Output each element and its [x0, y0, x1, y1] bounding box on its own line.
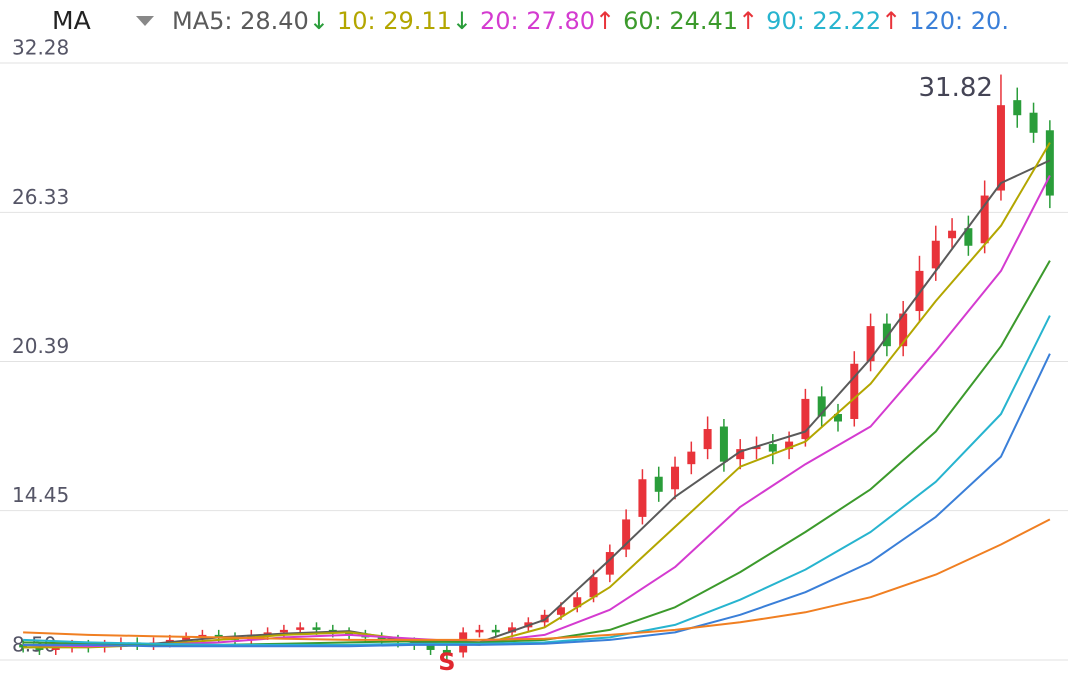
candle-body [850, 363, 859, 419]
ma-line [23, 175, 1051, 648]
legend-label: 20: 27.80 [480, 7, 595, 35]
candle-body [752, 446, 761, 450]
candle-body [182, 637, 191, 640]
ma-line [23, 353, 1051, 648]
ma-line [23, 159, 1051, 649]
candle-body [915, 270, 924, 312]
candle-body [51, 647, 60, 650]
candle-body [508, 627, 517, 633]
legend-trend: ↑ [738, 7, 758, 35]
candle-body [703, 429, 712, 450]
candle-body [491, 629, 500, 633]
candle-body [964, 228, 973, 246]
candle-body [654, 476, 663, 492]
legend-trend: ↑ [881, 7, 901, 35]
y-tick-label: 32.28 [12, 36, 69, 60]
ma-line [23, 315, 1051, 646]
candle-body [1013, 100, 1022, 116]
legend-trend: ↑ [595, 7, 615, 35]
candle-body [589, 577, 598, 598]
candle-body [426, 644, 435, 650]
chart-title: MA [52, 6, 91, 35]
candle-body [785, 441, 794, 450]
candle-body [687, 451, 696, 465]
candle-body [948, 230, 957, 239]
candle-body [996, 105, 1005, 191]
candle-body [801, 398, 810, 440]
candle-body [279, 629, 288, 633]
signal-marker: S [438, 648, 455, 676]
legend-trend: ↓ [452, 7, 472, 35]
legend-label: 90: 22.22 [766, 7, 881, 35]
candle-body [214, 634, 223, 638]
candle-body [736, 449, 745, 460]
candle-body [899, 313, 908, 347]
candle-body [345, 632, 354, 635]
candle-body [377, 637, 386, 640]
legend-trend: ↓ [309, 7, 329, 35]
candle-body [833, 413, 842, 422]
candle-body [719, 426, 728, 462]
y-tick-label: 14.45 [12, 483, 69, 507]
candle-body [1045, 130, 1054, 196]
candle-body [605, 552, 614, 575]
candle-body [475, 629, 484, 633]
candle-body [866, 326, 875, 362]
candle-body [296, 627, 305, 630]
legend-label: 60: 24.41 [623, 7, 738, 35]
y-tick-label: 20.39 [12, 334, 69, 358]
candle-body [980, 195, 989, 244]
candle-body [768, 444, 777, 452]
candle-body [573, 597, 582, 608]
candle-body [671, 466, 680, 490]
candle-body [442, 649, 451, 655]
candle-body [817, 396, 826, 417]
candle-body [638, 479, 647, 517]
legend-label: MA5: 28.40 [172, 7, 309, 35]
ma-line [23, 518, 1051, 641]
candle-body [556, 607, 565, 615]
max-label: 31.82 [919, 73, 993, 103]
legend-label: 120: 20. [909, 7, 1009, 35]
candle-body [312, 627, 321, 630]
candle-body [622, 519, 631, 550]
candle-body [1029, 112, 1038, 133]
candle-body [19, 644, 28, 648]
candle-body [931, 240, 940, 269]
ma-line [23, 142, 1051, 649]
legend-label: 10: 29.11 [337, 7, 452, 35]
ma-line [23, 260, 1051, 646]
candle-body [35, 647, 44, 650]
y-tick-label: 26.33 [12, 185, 69, 209]
dropdown-icon[interactable] [136, 16, 154, 26]
candle-body [882, 323, 891, 347]
